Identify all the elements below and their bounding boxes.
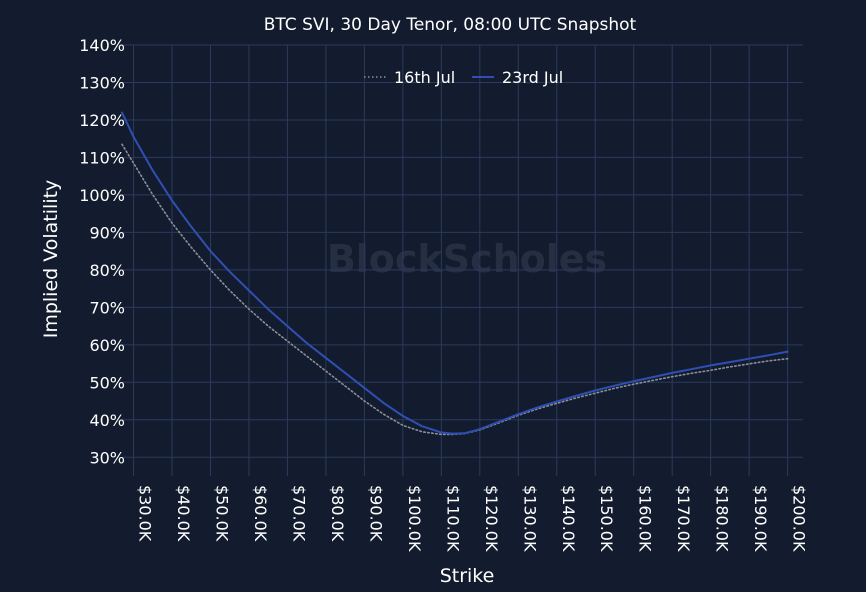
- series-layer: [121, 111, 789, 436]
- legend-label-0: 16th Jul: [394, 68, 455, 87]
- y-tick-label: 120%: [79, 111, 125, 130]
- x-tick-label: $90.0K: [366, 485, 385, 542]
- y-tick-label: 70%: [89, 298, 125, 317]
- x-tick-label: $130.0K: [520, 485, 539, 552]
- x-tick-label: $190.0K: [751, 485, 770, 552]
- x-tick-label: $180.0K: [713, 485, 732, 552]
- x-tick-label: $70.0K: [289, 485, 308, 542]
- y-tick-label: 60%: [89, 336, 125, 355]
- y-tick-labels: 30% 40% 50% 60% 70% 80% 90% 100% 110% 120% 130% 140…: [79, 36, 125, 467]
- x-tick-label: $30.0K: [136, 485, 155, 542]
- series-line-1: [121, 111, 789, 435]
- y-tick-label: 100%: [79, 186, 125, 205]
- y-axis-title: Implied Volatility: [40, 180, 62, 339]
- y-tick-label: 50%: [89, 373, 125, 392]
- x-tick-label: $150.0K: [597, 485, 616, 552]
- watermark: BlockScholes: [327, 237, 607, 281]
- y-tick-label: 90%: [89, 223, 125, 242]
- x-tick-label: $40.0K: [174, 485, 193, 542]
- y-tick-label: 40%: [89, 411, 125, 430]
- x-tick-label: $170.0K: [674, 485, 693, 552]
- x-tick-label: $160.0K: [636, 485, 655, 552]
- x-tick-label: $140.0K: [559, 485, 578, 552]
- x-tick-label: $110.0K: [443, 485, 462, 552]
- x-tick-label: $80.0K: [328, 485, 347, 542]
- x-tick-label: $60.0K: [251, 485, 270, 542]
- legend-label-1: 23rd Jul: [502, 68, 563, 87]
- x-tick-labels: $30.0K $40.0K $50.0K $60.0K $70.0K $80.0K $90.…: [136, 485, 809, 552]
- y-tick-label: 80%: [89, 261, 125, 280]
- x-tick-label: $50.0K: [212, 485, 231, 542]
- y-tick-label: 130%: [79, 73, 125, 92]
- x-tick-label: $100.0K: [405, 485, 424, 552]
- y-tick-label: 140%: [79, 36, 125, 55]
- legend: 16th Jul 23rd Jul: [364, 68, 563, 87]
- y-tick-label: 30%: [89, 448, 125, 467]
- chart-title: BTC SVI, 30 Day Tenor, 08:00 UTC Snapsho…: [264, 15, 637, 35]
- y-tick-label: 110%: [79, 148, 125, 167]
- grid: [122, 44, 803, 476]
- x-tick-label: $200.0K: [790, 485, 809, 552]
- x-axis-title: Strike: [440, 565, 495, 587]
- x-tick-label: $120.0K: [482, 485, 501, 552]
